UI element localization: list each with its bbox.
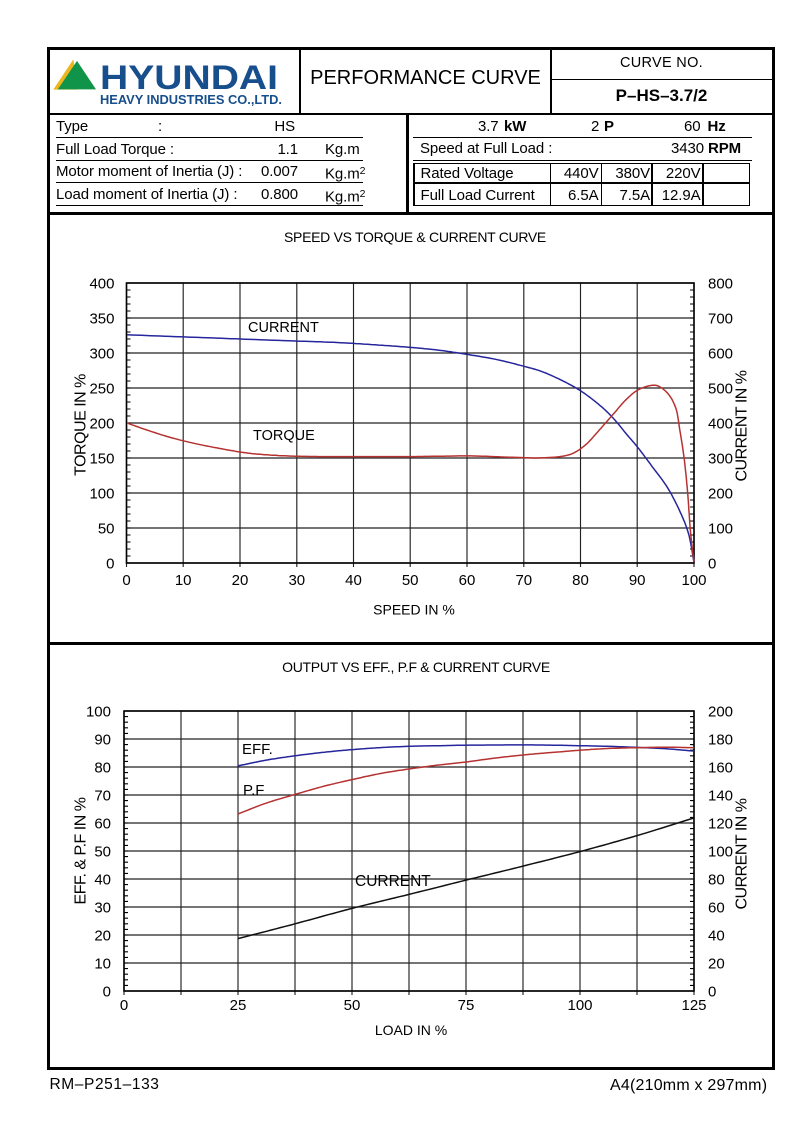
svg-text:100: 100 (89, 485, 114, 502)
svg-text:300: 300 (89, 345, 114, 362)
svg-text:20: 20 (94, 927, 111, 944)
svg-text:80: 80 (94, 759, 111, 776)
svg-text:SPEED VS TORQUE & CURRENT CURV: SPEED VS TORQUE & CURRENT CURVE (284, 229, 546, 245)
svg-text:70: 70 (515, 572, 532, 589)
svg-text:10: 10 (94, 955, 111, 972)
svg-text:75: 75 (458, 997, 475, 1014)
svg-text:120: 120 (708, 815, 733, 832)
svg-text:40: 40 (94, 871, 111, 888)
svg-text:0: 0 (122, 572, 130, 589)
svg-text:100: 100 (86, 703, 111, 720)
svg-text:EFF. & P.F IN %: EFF. & P.F IN % (73, 797, 90, 904)
svg-text:90: 90 (629, 572, 646, 589)
svg-text:CURRENT IN %: CURRENT IN % (734, 798, 751, 909)
svg-text:CURRENT: CURRENT (355, 873, 431, 890)
svg-text:HEAVY INDUSTRIES CO.,LTD.: HEAVY INDUSTRIES CO.,LTD. (100, 93, 282, 107)
svg-text:30: 30 (94, 899, 111, 916)
svg-text:50: 50 (94, 843, 111, 860)
svg-text:25: 25 (230, 997, 247, 1014)
svg-text:80: 80 (572, 572, 589, 589)
svg-text:LOAD IN %: LOAD IN % (375, 1022, 447, 1038)
svg-text:100: 100 (567, 997, 592, 1014)
svg-text:TORQUE: TORQUE (253, 428, 315, 444)
svg-text:0: 0 (106, 555, 114, 572)
svg-text:60: 60 (94, 815, 111, 832)
svg-text:30: 30 (288, 572, 305, 589)
svg-text:EFF.: EFF. (242, 741, 273, 758)
svg-text:700: 700 (708, 310, 733, 327)
svg-text:CURRENT IN %: CURRENT IN % (734, 370, 751, 481)
svg-text:0: 0 (708, 983, 716, 1000)
svg-text:0: 0 (708, 555, 716, 572)
svg-text:40: 40 (708, 927, 725, 944)
svg-text:250: 250 (89, 380, 114, 397)
svg-text:200: 200 (708, 485, 733, 502)
svg-text:0: 0 (120, 997, 128, 1014)
svg-text:150: 150 (89, 450, 114, 467)
svg-text:P.F: P.F (243, 782, 264, 799)
svg-text:HYUNDAI: HYUNDAI (100, 59, 278, 97)
svg-text:600: 600 (708, 345, 733, 362)
svg-text:500: 500 (708, 380, 733, 397)
svg-text:80: 80 (708, 871, 725, 888)
svg-text:100: 100 (681, 572, 706, 589)
svg-text:160: 160 (708, 759, 733, 776)
svg-text:200: 200 (89, 415, 114, 432)
svg-text:50: 50 (98, 520, 115, 537)
svg-text:SPEED IN %: SPEED IN % (373, 602, 455, 618)
svg-text:50: 50 (402, 572, 419, 589)
svg-text:300: 300 (708, 450, 733, 467)
svg-text:60: 60 (459, 572, 476, 589)
svg-text:CURRENT: CURRENT (248, 320, 319, 336)
svg-text:400: 400 (708, 415, 733, 432)
svg-text:350: 350 (89, 310, 114, 327)
svg-text:OUTPUT VS EFF., P.F & CURRENT: OUTPUT VS EFF., P.F & CURRENT CURVE (282, 659, 550, 675)
svg-text:60: 60 (708, 899, 725, 916)
svg-text:TORQUE IN %: TORQUE IN % (73, 374, 90, 476)
svg-text:20: 20 (708, 955, 725, 972)
svg-text:40: 40 (345, 572, 362, 589)
svg-text:10: 10 (175, 572, 192, 589)
svg-text:100: 100 (708, 843, 733, 860)
svg-text:180: 180 (708, 731, 733, 748)
svg-text:200: 200 (708, 703, 733, 720)
svg-text:100: 100 (708, 520, 733, 537)
svg-text:90: 90 (94, 731, 111, 748)
svg-text:50: 50 (344, 997, 361, 1014)
svg-text:0: 0 (103, 983, 111, 1000)
svg-text:125: 125 (681, 997, 706, 1014)
svg-text:70: 70 (94, 787, 111, 804)
svg-text:20: 20 (232, 572, 249, 589)
svg-text:140: 140 (708, 787, 733, 804)
svg-text:400: 400 (89, 275, 114, 292)
svg-text:800: 800 (708, 275, 733, 292)
